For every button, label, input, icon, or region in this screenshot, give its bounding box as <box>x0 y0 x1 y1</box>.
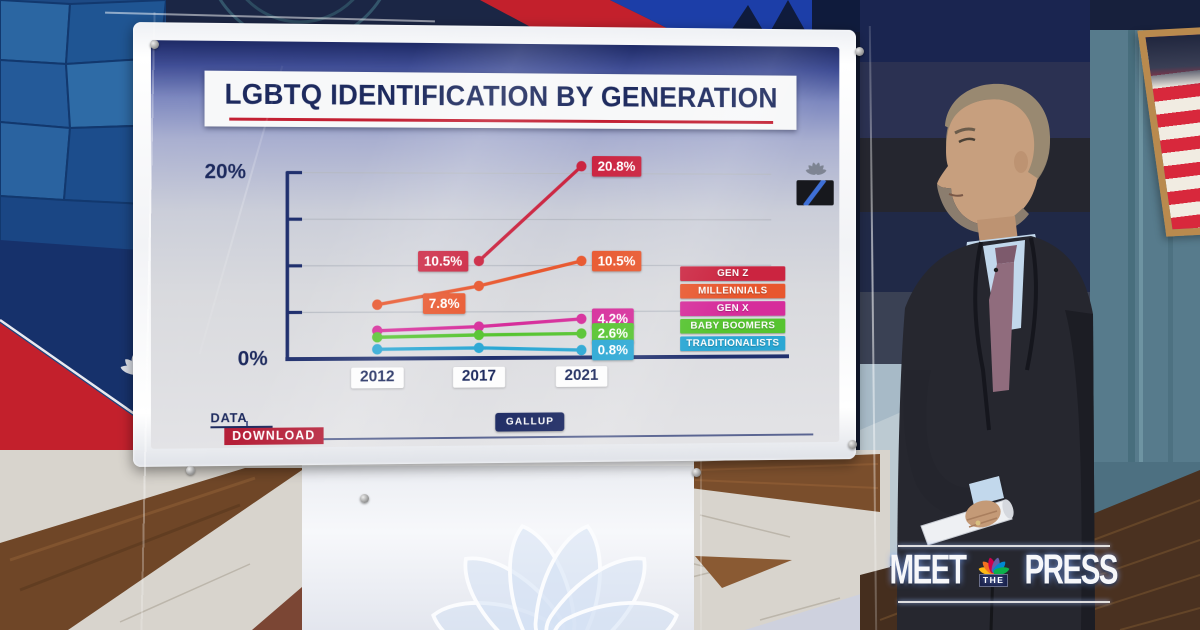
source-badge: GALLUP <box>495 412 565 432</box>
host-figure <box>897 83 1095 630</box>
data-point <box>372 331 383 343</box>
logo-center: THE <box>976 554 1012 587</box>
data-download-brand: DATA DOWNLOAD <box>210 409 324 447</box>
logo-rule-bottom <box>898 601 1110 603</box>
acrylic-screw <box>186 466 195 475</box>
data-point <box>372 344 383 355</box>
host-hand <box>965 500 1001 528</box>
nbc-peacock-icon <box>977 556 1010 576</box>
chart-plot <box>279 153 801 381</box>
chart-legend: GEN Z MILLENNIALS GEN X BABY BOOMERS TRA… <box>680 266 786 354</box>
nbc-peacock-icon <box>805 161 827 176</box>
logo-rule-top <box>898 545 1110 547</box>
chart-title-banner: LGBTQ IDENTIFICATION BY GENERATION <box>204 70 797 130</box>
acrylic-screw <box>848 440 857 449</box>
data-point <box>372 299 383 311</box>
legend-gen-x: GEN X <box>680 301 786 317</box>
acrylic-edge-pedestal <box>700 460 702 630</box>
nbc-peacock-icon <box>426 519 684 630</box>
logo-word-the: THE <box>978 573 1009 587</box>
chart-title: LGBTQ IDENTIFICATION BY GENERATION <box>224 78 778 115</box>
acrylic-screw <box>360 494 369 503</box>
x-tick-2017: 2017 <box>453 366 505 388</box>
acrylic-screw <box>150 40 159 49</box>
display-frame: LGBTQ IDENTIFICATION BY GENERATION 20% 0… <box>133 22 857 467</box>
brand-data-label: DATA <box>210 409 273 429</box>
acrylic-screw <box>855 47 864 56</box>
acrylic-screw <box>692 468 701 477</box>
logo-word-meet: MEET <box>889 546 966 593</box>
brand-download-label: DOWNLOAD <box>224 427 324 446</box>
title-underline <box>228 117 774 124</box>
show-logo: MEET THE PRESS <box>889 545 1118 603</box>
pedestal-face <box>302 456 694 630</box>
y-axis-label-bottom: 0% <box>237 347 268 371</box>
host-tie <box>989 262 1014 392</box>
logo-row: MEET THE PRESS <box>889 546 1118 592</box>
nbc-bug-badge <box>796 180 834 206</box>
legend-millennials: MILLENNIALS <box>680 283 786 299</box>
data-point <box>372 325 383 337</box>
legend-gen-z: GEN Z <box>680 266 786 281</box>
poster-dark-header <box>1145 34 1200 89</box>
chart-area: 10.5% 20.8% 7.8% 10.5% 4.2% 2.6% 0.8% 2012 201… <box>279 153 801 421</box>
legend-traditionalists: TRADITIONALISTS <box>680 335 786 352</box>
display-screen: LGBTQ IDENTIFICATION BY GENERATION 20% 0… <box>150 40 840 449</box>
x-tick-2012: 2012 <box>351 367 404 389</box>
y-axis-label-top: 20% <box>204 160 247 184</box>
display-pedestal <box>302 452 694 630</box>
studio-display: LGBTQ IDENTIFICATION BY GENERATION 20% 0… <box>133 22 857 467</box>
x-tick-2021: 2021 <box>555 366 607 387</box>
logo-word-press: PRESS <box>1024 546 1118 593</box>
legend-baby-boomers: BABY BOOMERS <box>680 318 786 334</box>
